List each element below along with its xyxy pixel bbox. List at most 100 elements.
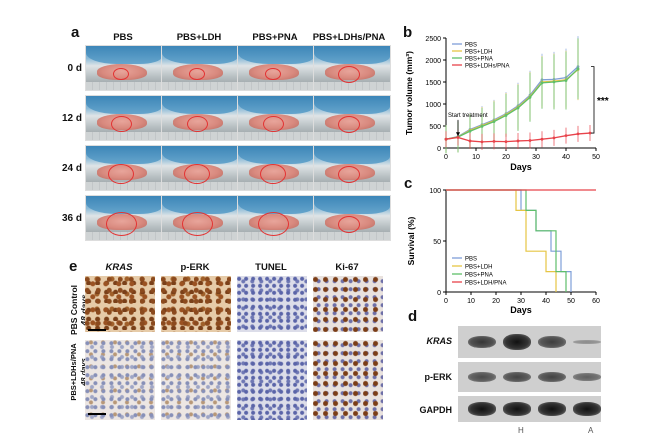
tumor-circle xyxy=(338,115,360,133)
panel-a-col-header: PBS+LDHs/PNA xyxy=(312,32,386,43)
data-point xyxy=(480,140,484,144)
series-line xyxy=(445,68,579,140)
panel-a-row-header: 36 d xyxy=(61,213,82,224)
tumor-circle xyxy=(257,212,289,236)
glove-region xyxy=(238,196,314,215)
panel-b-label: b xyxy=(403,24,413,41)
x-tick-label: 60 xyxy=(592,298,600,305)
mouse-photo xyxy=(237,95,315,141)
x-tick-label: 10 xyxy=(467,298,475,305)
ihc-kras-control xyxy=(85,276,155,332)
blot-band xyxy=(468,371,496,383)
tumor-circle xyxy=(265,67,281,81)
panel-e-col-header: Ki-67 xyxy=(335,262,359,273)
mouse-photo xyxy=(313,195,391,241)
mouse-photo xyxy=(313,145,391,191)
row-label-line: PBS+LDHs/PNA xyxy=(69,343,78,401)
blot-band xyxy=(503,333,531,351)
glove-region xyxy=(238,96,314,115)
panel-e-col-header: KRAS xyxy=(105,262,133,273)
glove-region xyxy=(86,96,162,115)
panel-a-row-header: 0 d xyxy=(67,63,82,74)
blot-band xyxy=(573,402,601,416)
scale-bar xyxy=(88,329,106,331)
ruler-floor xyxy=(238,182,314,190)
data-point xyxy=(540,81,544,85)
panel-c-label: c xyxy=(404,175,413,192)
x-tick-label: 0 xyxy=(444,298,448,305)
y-tick-label: 1500 xyxy=(425,80,441,87)
ruler-floor xyxy=(238,82,314,90)
x-tick-label: 20 xyxy=(492,298,500,305)
data-point xyxy=(528,139,532,142)
glove-region xyxy=(314,196,390,215)
legend-label: PBS+LDH xyxy=(465,265,493,271)
blot-strip-perk xyxy=(458,362,601,392)
survival-chart: 0 50 100 0 10 20 30 40 50 60 Days Survival (%) PBS PB… xyxy=(406,188,600,315)
ruler-floor xyxy=(314,232,390,240)
ihc-perk-control xyxy=(161,276,231,332)
data-point xyxy=(540,137,544,141)
x-tick-label: 0 xyxy=(444,154,448,161)
y-axis-label: Survival (%) xyxy=(406,217,416,266)
legend-label: PBS+LDHs/PNA xyxy=(465,64,510,70)
glove-region xyxy=(162,46,238,65)
y-tick-label: 500 xyxy=(429,124,441,131)
panel-e-col-header: p-ERK xyxy=(180,262,210,273)
x-tick-label: 50 xyxy=(592,154,600,161)
ruler-floor xyxy=(86,232,162,240)
blot-label-kras: KRAS xyxy=(426,336,452,346)
y-tick-label: 0 xyxy=(437,146,441,153)
data-point xyxy=(516,106,520,110)
mouse-photo xyxy=(161,195,239,241)
ruler-floor xyxy=(162,182,238,190)
mouse-photo xyxy=(313,45,391,91)
tumor-circle xyxy=(108,164,134,184)
data-point xyxy=(588,131,592,135)
mouse-photo xyxy=(161,45,239,91)
x-tick-label: 30 xyxy=(517,298,525,305)
mouse-photo xyxy=(313,95,391,141)
data-point xyxy=(492,120,496,123)
blot-band xyxy=(538,335,566,349)
blot-band xyxy=(503,371,531,383)
data-point xyxy=(576,132,580,136)
panel-e-col-header: TUNEL xyxy=(255,262,287,273)
glove-region xyxy=(86,196,162,215)
glove-region xyxy=(314,96,390,115)
data-point xyxy=(468,139,472,143)
glove-region xyxy=(162,146,238,165)
series-line xyxy=(445,66,579,140)
ruler-floor xyxy=(86,132,162,140)
mouse-photo xyxy=(237,45,315,91)
survival-step-line xyxy=(446,189,567,292)
tumor-circle xyxy=(184,164,210,184)
x-axis-label: Days xyxy=(510,305,532,315)
data-point xyxy=(468,129,472,133)
survival-step-line xyxy=(446,189,557,292)
glove-region xyxy=(314,46,390,65)
ruler-floor xyxy=(86,82,162,90)
glove-region xyxy=(162,196,238,215)
ihc-tunel-control xyxy=(237,276,307,332)
tumor-circle xyxy=(260,164,286,184)
tumor-circle xyxy=(110,115,132,133)
blot-band xyxy=(538,402,566,416)
panel-a-row-header: 12 d xyxy=(61,113,82,124)
blot-band xyxy=(573,372,601,382)
ruler-floor xyxy=(314,132,390,140)
y-tick-label: 100 xyxy=(429,188,441,195)
blot-strip-gapdh xyxy=(458,396,601,422)
mouse-photo xyxy=(161,95,239,141)
panel-a-col-header: PBS+PNA xyxy=(252,32,298,43)
x-axis-label: Days xyxy=(510,162,532,172)
row-label-line: PBS Control xyxy=(69,284,79,336)
tumor-circle xyxy=(262,115,284,133)
panel-a-label: a xyxy=(71,24,80,41)
mouse-photo xyxy=(237,145,315,191)
data-point xyxy=(528,96,532,99)
ihc-tunel-treated xyxy=(237,340,307,420)
legend-label: PBS+LDH/PNA xyxy=(465,281,507,287)
glove-region xyxy=(162,96,238,115)
mouse-photo xyxy=(161,145,239,191)
